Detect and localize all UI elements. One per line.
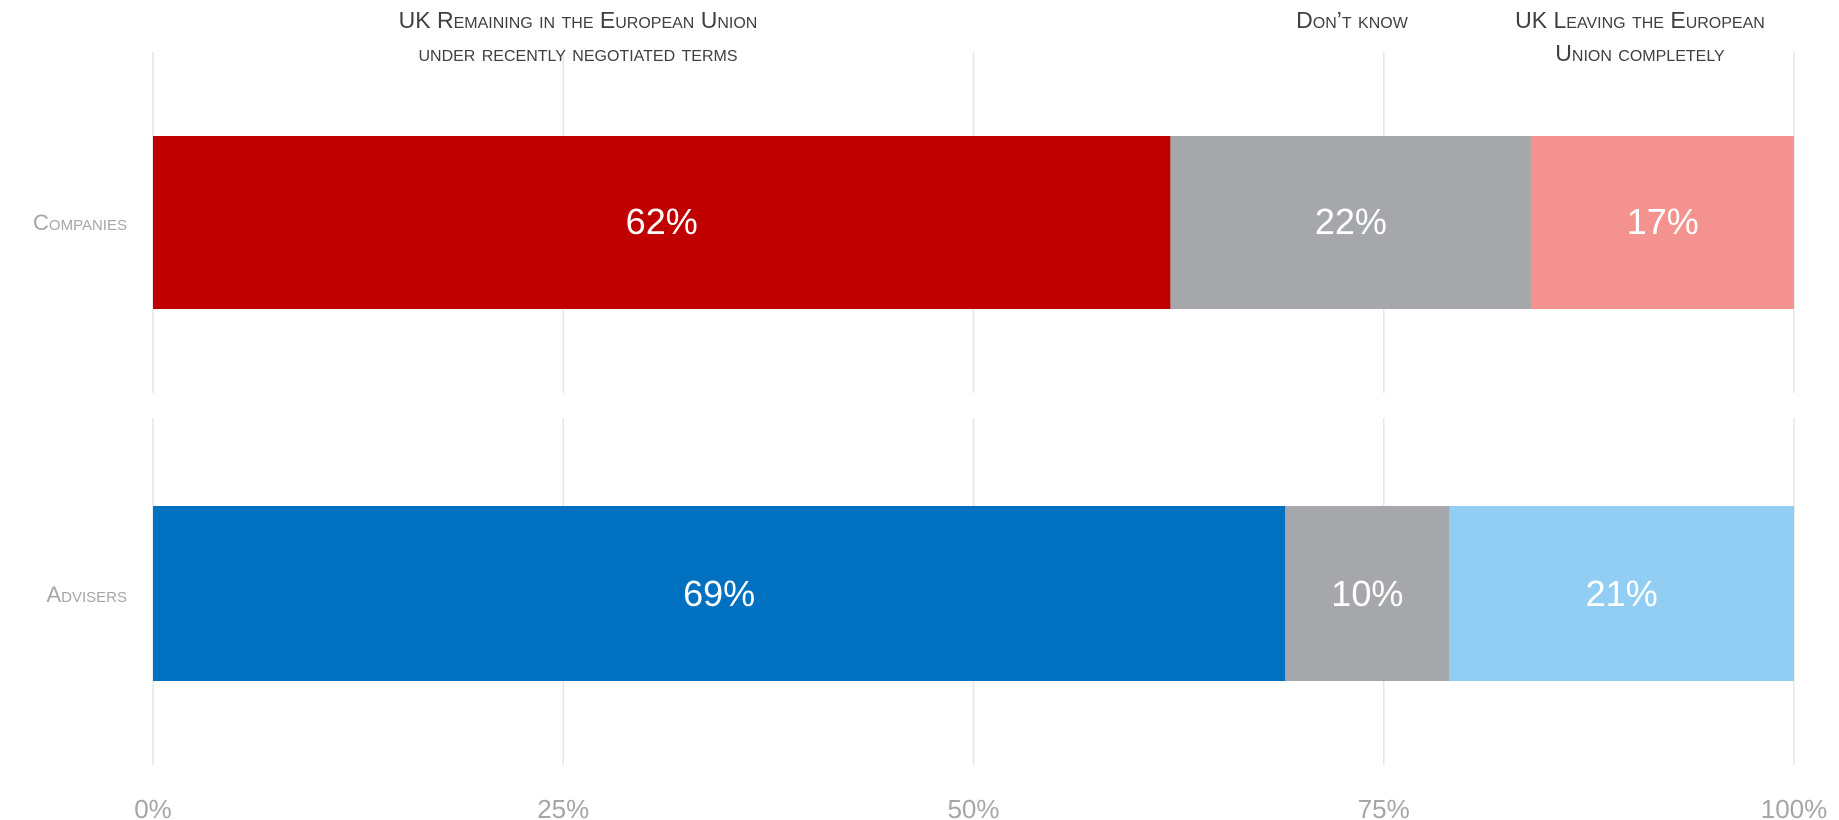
bar-0-2 — [1531, 136, 1794, 309]
legend-entry-2-line-0: UK Leaving the European — [1515, 7, 1765, 33]
legend-entry-2-line-1: Union completely — [1555, 40, 1725, 66]
category-label-0: Companies — [33, 210, 127, 235]
x-tick-label-0: 0% — [134, 794, 172, 820]
bar-1-2 — [1449, 506, 1794, 681]
legend-entry-0-line-0: UK Remaining in the European Union — [399, 7, 758, 33]
data-label-1-0: 69% — [683, 573, 755, 614]
x-tick-label-3: 75% — [1358, 794, 1410, 820]
bar-1-1 — [1285, 506, 1450, 681]
x-tick-label-4: 100% — [1761, 794, 1828, 820]
x-tick-label-1: 25% — [537, 794, 589, 820]
bar-1-0 — [153, 506, 1286, 681]
legend-entry-1-line-0: Don’t know — [1296, 7, 1409, 33]
category-label-1: Advisers — [46, 582, 127, 607]
bar-0-1 — [1170, 136, 1532, 309]
data-label-0-2: 17% — [1627, 201, 1699, 242]
data-label-0-1: 22% — [1315, 201, 1387, 242]
data-label-1-2: 21% — [1586, 573, 1658, 614]
legend-entry-0-line-1: under recently negotiated terms — [418, 40, 737, 66]
data-label-1-1: 10% — [1331, 573, 1403, 614]
data-label-0-0: 62% — [626, 201, 698, 242]
bar-0-0 — [153, 136, 1171, 309]
x-tick-label-2: 50% — [947, 794, 999, 820]
